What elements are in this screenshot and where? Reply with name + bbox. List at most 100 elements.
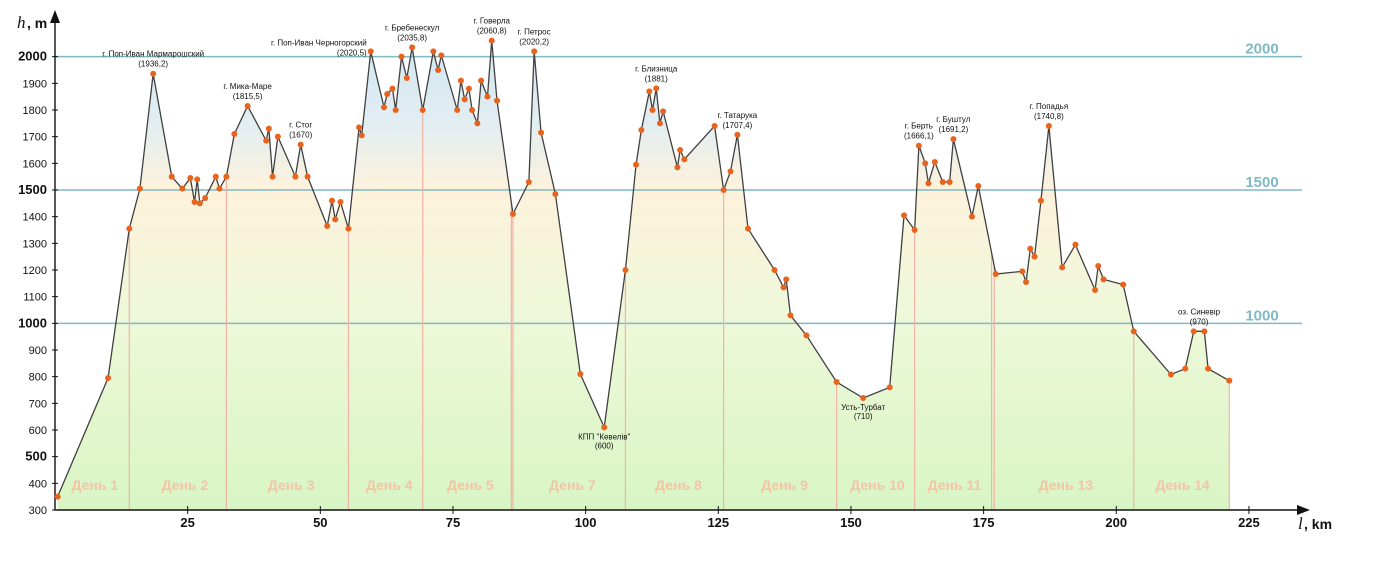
- x-tick-label: 25: [180, 515, 194, 530]
- elevation-point: [457, 77, 464, 84]
- elevation-point: [438, 52, 445, 59]
- elevation-point: [1167, 371, 1174, 378]
- annotation-value: (1740,8): [1034, 112, 1064, 121]
- y-tick-label: 1400: [23, 212, 47, 224]
- y-tick-label: 1900: [23, 78, 47, 90]
- elevation-point: [1201, 328, 1208, 335]
- elevation-point: [263, 137, 270, 144]
- elevation-point: [179, 185, 186, 192]
- axes: 300 400 500 600 700 800 900 1000 1100 1200 1300 140…: [17, 10, 1332, 533]
- elevation-fill: [57, 40, 1230, 511]
- elevation-points: [54, 37, 1233, 500]
- reference-label-2000: 2000: [1245, 41, 1278, 58]
- elevation-point: [196, 200, 203, 207]
- elevation-point: [649, 107, 656, 113]
- annotation-name: г. Поп-Иван Черногорский: [271, 38, 367, 47]
- elevation-point: [992, 271, 999, 277]
- elevation-point: [711, 123, 718, 129]
- elevation-point: [803, 332, 810, 339]
- elevation-point: [601, 424, 608, 431]
- elevation-point: [674, 164, 681, 171]
- elevation-point: [783, 276, 790, 283]
- annotation-value: (1670): [289, 131, 312, 140]
- elevation-point: [469, 107, 476, 113]
- elevation-point: [274, 133, 281, 140]
- elevation-point: [1045, 123, 1052, 129]
- x-tick-label: 175: [973, 515, 995, 530]
- y-tick-label: 400: [29, 478, 47, 490]
- elevation-point: [1027, 245, 1034, 252]
- elevation-point: [419, 107, 426, 113]
- elevation-point: [1190, 328, 1197, 335]
- day-label: День 13: [1039, 477, 1094, 493]
- elevation-point: [901, 212, 908, 219]
- elevation-point: [337, 199, 344, 205]
- y-tick-label: 1200: [23, 265, 47, 277]
- x-tick-label: 100: [575, 515, 597, 530]
- annotation-value: (1666,1): [904, 132, 934, 141]
- elevation-point: [622, 267, 629, 273]
- elevation-point: [332, 216, 339, 223]
- elevation-point: [720, 187, 727, 193]
- elevation-point: [392, 107, 399, 113]
- elevation-point: [435, 67, 442, 73]
- y-tick-label: 600: [29, 425, 47, 437]
- elevation-point: [292, 173, 299, 180]
- elevation-point: [552, 191, 559, 197]
- elevation-point: [356, 124, 363, 131]
- annotation-name: Усть-Турбат: [841, 403, 886, 412]
- y-tick-label: 2000: [18, 49, 47, 64]
- x-tick-label: 200: [1105, 515, 1127, 530]
- elevation-point: [538, 129, 545, 136]
- annotation-name: г. Попадья: [1030, 102, 1069, 111]
- annotation-value: (970): [1190, 317, 1209, 326]
- elevation-point: [265, 125, 272, 132]
- day-label: День 2: [162, 477, 209, 493]
- elevation-point: [389, 85, 396, 92]
- elevation-point: [950, 136, 957, 143]
- elevation-point: [1205, 365, 1212, 372]
- y-tick-label: 1600: [23, 158, 47, 170]
- elevation-point: [577, 371, 584, 377]
- annotation-name: г. Бребенескул: [385, 23, 440, 32]
- elevation-point: [244, 103, 251, 109]
- elevation-point: [931, 159, 938, 165]
- elevation-point: [677, 147, 684, 153]
- day-labels: День 1 День 2 День 3 День 4 День 5 День 7 День…: [71, 477, 1210, 493]
- day-label: День 5: [447, 477, 494, 493]
- x-tick-label: 75: [446, 515, 460, 530]
- elevation-point: [403, 75, 410, 81]
- annotation-value: (1815,5): [233, 92, 263, 101]
- elevation-point: [946, 179, 953, 185]
- x-tick-label: 50: [313, 515, 327, 530]
- elevation-point: [478, 77, 485, 84]
- x-axis-title: l: [1298, 514, 1303, 533]
- elevation-point: [216, 185, 223, 192]
- elevation-point: [660, 108, 667, 115]
- annotation-value: (1881): [645, 74, 668, 83]
- x-axis-arrow: [1297, 505, 1310, 515]
- annotation-name: г. Буштул: [936, 115, 970, 124]
- annotation-name: г. Мика-Маре: [223, 82, 272, 91]
- elevation-point: [925, 180, 932, 187]
- elevation-point: [1031, 253, 1038, 260]
- elevation-point: [384, 91, 391, 97]
- elevation-point: [1226, 377, 1233, 384]
- elevation-point: [304, 173, 311, 180]
- elevation-point: [975, 183, 982, 189]
- annotation-name: оз. Синевір: [1178, 307, 1221, 316]
- elevation-point: [231, 131, 238, 137]
- elevation-point: [656, 120, 663, 127]
- elevation-point: [150, 70, 157, 77]
- elevation-point: [223, 173, 230, 180]
- x-axis-unit: , km: [1304, 516, 1332, 532]
- y-axis-unit: , m: [27, 15, 47, 31]
- elevation-point: [939, 179, 946, 185]
- elevation-point: [833, 379, 840, 385]
- elevation-point: [168, 173, 175, 180]
- elevation-point: [531, 48, 538, 55]
- reference-lines: 2000 1500 1000: [55, 41, 1302, 324]
- annotation-value: (1707,4): [723, 121, 753, 130]
- elevation-point: [633, 161, 640, 168]
- y-tick-label: 1100: [23, 292, 47, 304]
